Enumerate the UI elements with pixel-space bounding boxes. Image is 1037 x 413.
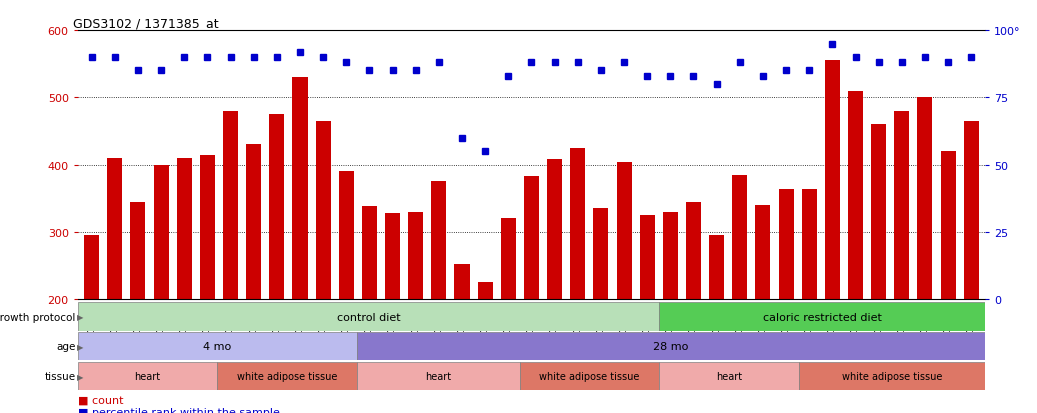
Bar xyxy=(570,149,585,413)
Bar xyxy=(894,112,909,413)
Bar xyxy=(200,155,215,413)
Bar xyxy=(520,362,660,390)
Bar xyxy=(963,121,979,413)
Bar xyxy=(292,78,308,413)
Text: tissue: tissue xyxy=(45,371,76,381)
Bar xyxy=(385,214,400,413)
Text: ▶: ▶ xyxy=(77,312,83,321)
Bar xyxy=(107,159,122,413)
Bar xyxy=(78,362,218,390)
Bar xyxy=(501,219,515,413)
Bar xyxy=(218,362,357,390)
Bar xyxy=(78,303,660,331)
Bar xyxy=(131,202,145,413)
Bar xyxy=(246,145,261,413)
Text: white adipose tissue: white adipose tissue xyxy=(842,371,943,381)
Bar xyxy=(153,165,169,413)
Bar xyxy=(824,61,840,413)
Bar xyxy=(78,332,357,361)
Text: ■ count: ■ count xyxy=(78,394,123,404)
Bar xyxy=(709,236,724,413)
Text: white adipose tissue: white adipose tissue xyxy=(237,371,337,381)
Bar xyxy=(176,159,192,413)
Text: ▶: ▶ xyxy=(77,342,83,351)
Text: heart: heart xyxy=(425,371,451,381)
Bar xyxy=(848,91,863,413)
Bar xyxy=(357,332,985,361)
Bar xyxy=(548,160,562,413)
Bar xyxy=(454,265,470,413)
Bar xyxy=(871,125,887,413)
Bar xyxy=(640,216,654,413)
Text: age: age xyxy=(56,342,76,351)
Bar xyxy=(84,236,100,413)
Bar xyxy=(223,112,239,413)
Bar xyxy=(270,115,284,413)
Text: white adipose tissue: white adipose tissue xyxy=(539,371,640,381)
Bar xyxy=(918,98,932,413)
Text: 28 mo: 28 mo xyxy=(653,342,689,351)
Bar xyxy=(315,121,331,413)
Text: heart: heart xyxy=(135,371,161,381)
Bar xyxy=(802,190,817,413)
Text: ▶: ▶ xyxy=(77,372,83,381)
Bar xyxy=(755,206,770,413)
Text: heart: heart xyxy=(717,371,742,381)
Bar xyxy=(617,162,632,413)
Bar xyxy=(362,207,377,413)
Bar xyxy=(660,303,985,331)
Text: 4 mo: 4 mo xyxy=(203,342,231,351)
Bar xyxy=(339,172,354,413)
Bar xyxy=(357,362,520,390)
Text: GDS3102 / 1371385_at: GDS3102 / 1371385_at xyxy=(74,17,219,30)
Bar xyxy=(685,202,701,413)
Text: caloric restricted diet: caloric restricted diet xyxy=(763,312,881,322)
Bar xyxy=(800,362,985,390)
Bar xyxy=(779,190,793,413)
Text: growth protocol: growth protocol xyxy=(0,312,76,322)
Bar xyxy=(660,362,800,390)
Bar xyxy=(431,182,446,413)
Bar xyxy=(732,175,748,413)
Text: control diet: control diet xyxy=(337,312,400,322)
Bar xyxy=(941,152,956,413)
Bar xyxy=(524,177,539,413)
Text: ■ percentile rank within the sample: ■ percentile rank within the sample xyxy=(78,407,280,413)
Bar xyxy=(409,212,423,413)
Bar xyxy=(478,282,493,413)
Bar xyxy=(663,212,678,413)
Bar xyxy=(593,208,609,413)
